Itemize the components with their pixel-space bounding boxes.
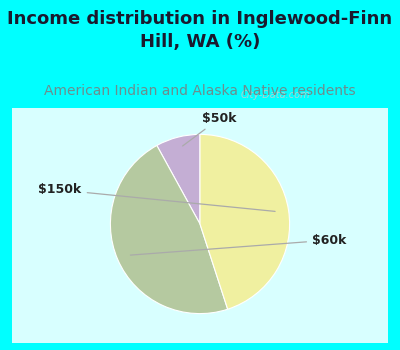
Text: $50k: $50k	[183, 112, 237, 146]
Wedge shape	[157, 134, 200, 224]
Wedge shape	[110, 146, 228, 314]
Text: Income distribution in Inglewood-Finn
Hill, WA (%): Income distribution in Inglewood-Finn Hi…	[8, 10, 392, 51]
Text: American Indian and Alaska Native residents: American Indian and Alaska Native reside…	[44, 84, 356, 98]
Text: $60k: $60k	[130, 234, 346, 255]
Wedge shape	[200, 134, 290, 309]
Text: City-Data.com: City-Data.com	[240, 90, 310, 100]
FancyBboxPatch shape	[4, 104, 396, 348]
Text: $150k: $150k	[38, 183, 275, 211]
